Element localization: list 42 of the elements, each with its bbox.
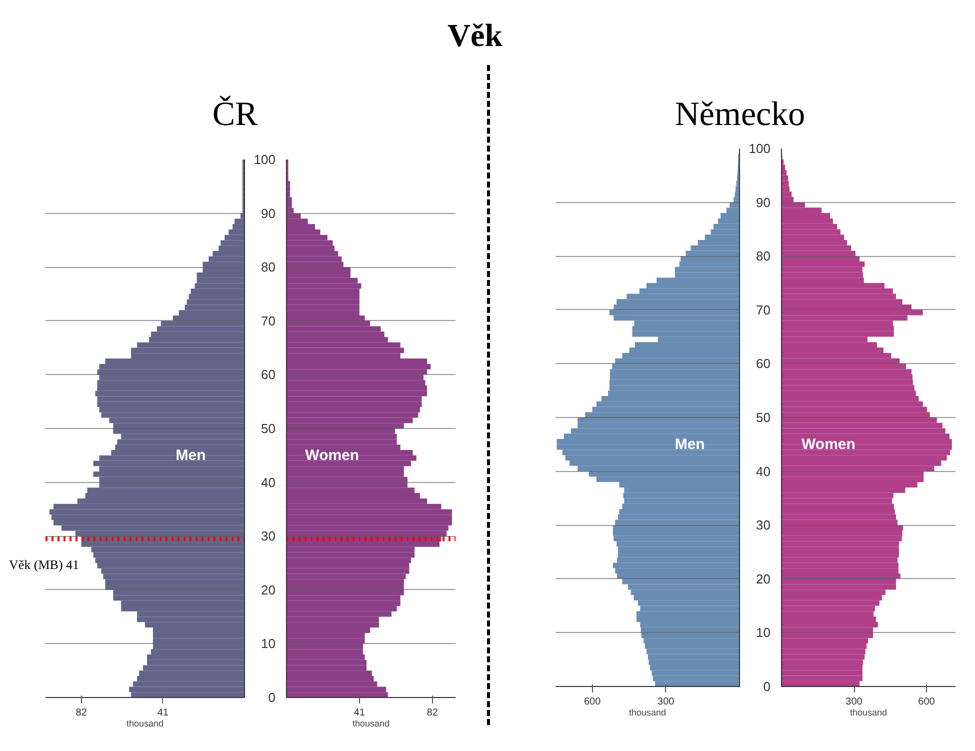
y-tick-label: 30 — [261, 528, 276, 544]
x-tick-label: 41 — [354, 708, 366, 718]
text: Věk — [447, 16, 503, 55]
chart-subtitle: Německo — [674, 96, 806, 133]
y-tick-label: 20 — [756, 571, 771, 586]
y-tick-label: 0 — [763, 679, 771, 694]
y-tick-label: 70 — [756, 302, 771, 318]
series-label: Women — [305, 446, 360, 464]
y-tick-label: 100 — [748, 141, 771, 156]
x-tick-label: 41 — [157, 708, 169, 718]
y-tick-label: 50 — [756, 410, 771, 425]
y-tick-label: 50 — [261, 421, 276, 436]
y-tick-label: 10 — [261, 636, 276, 652]
y-tick-label: 30 — [756, 518, 771, 533]
x-tick-label: 300 — [658, 696, 675, 708]
y-tick-label: 80 — [261, 260, 276, 275]
y-tick-label: 70 — [261, 313, 276, 328]
chart-subtitle: ČR — [212, 96, 258, 133]
x-axis-title: thousand — [352, 718, 390, 728]
x-tick-label: 82 — [76, 708, 88, 718]
y-tick-label: 20 — [261, 582, 276, 598]
x-tick-label: 82 — [426, 708, 438, 718]
y-tick-label: 100 — [254, 152, 276, 167]
x-axis-title: thousand — [126, 718, 164, 728]
y-tick-label: 90 — [756, 194, 771, 210]
y-tick-label: 0 — [268, 690, 276, 705]
y-tick-label: 80 — [756, 248, 771, 264]
series-label: Men — [176, 446, 206, 464]
x-axis-title: thousand — [628, 708, 666, 718]
y-tick-label: 60 — [756, 356, 771, 372]
y-tick-label: 10 — [756, 625, 771, 640]
x-tick-label: 600 — [584, 696, 602, 708]
series-label: Women — [802, 436, 856, 453]
ref-line-label: Věk (MB) 41 — [9, 557, 80, 572]
y-tick-label: 90 — [261, 206, 276, 221]
y-tick-label: 40 — [756, 464, 771, 479]
y-tick-label: 40 — [261, 474, 276, 490]
x-tick-label: 600 — [918, 696, 936, 708]
x-tick-label: 300 — [846, 696, 863, 708]
series-label: Men — [674, 436, 705, 453]
y-tick-label: 60 — [261, 367, 276, 382]
x-axis-title: thousand — [850, 708, 888, 718]
